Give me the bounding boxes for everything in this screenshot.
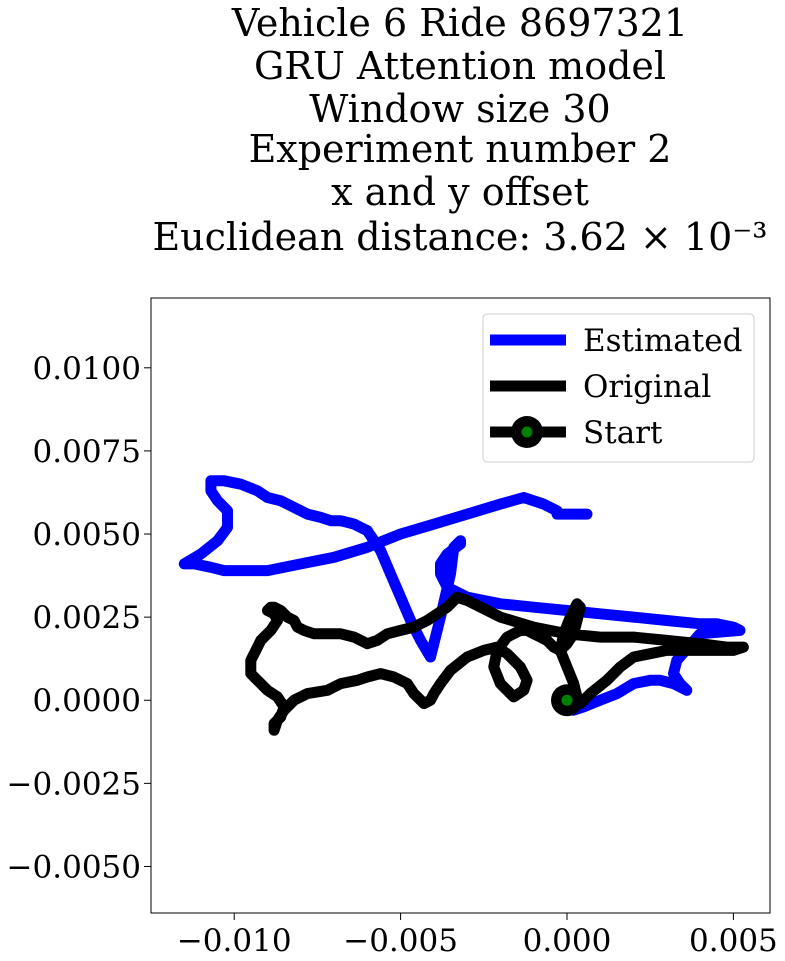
title-line-1: Vehicle 6 Ride 8697321 — [231, 1, 688, 45]
legend: Estimated Original Start — [482, 313, 755, 463]
y-tick-label: 0.0075 — [33, 434, 141, 470]
legend-box — [482, 313, 755, 463]
series-line-estimated — [178, 475, 746, 716]
series-line-original — [245, 591, 749, 736]
start-marker-inner — [561, 694, 573, 706]
y-tick-label: −0.0050 — [7, 849, 141, 885]
legend-label-original: Original — [583, 369, 711, 405]
title-line-4: Experiment number 2 — [249, 127, 672, 171]
start-marker-layer — [550, 684, 583, 717]
y-tick-label: −0.0025 — [7, 766, 141, 802]
x-tick-label: 0.005 — [689, 923, 778, 959]
x-tick-label: −0.005 — [343, 923, 458, 959]
y-tick-label: 0.0050 — [33, 517, 141, 553]
legend-label-start: Start — [583, 415, 663, 451]
title-line-3: Window size 30 — [309, 87, 610, 131]
title-line-6: Euclidean distance: 3.62 × 10⁻³ — [152, 215, 767, 259]
series-layer — [178, 475, 749, 736]
y-axis: −0.0050 −0.0025 0.0000 0.0025 0.0050 0.0075 0.… — [7, 351, 151, 885]
y-tick-label: 0.0100 — [33, 351, 141, 387]
title-line-5: x and y offset — [331, 170, 589, 214]
x-axis: −0.010 −0.005 0.000 0.005 — [177, 913, 778, 959]
chart-title: Vehicle 6 Ride 8697321 GRU Attention mod… — [152, 1, 767, 259]
x-tick-label: 0.000 — [523, 923, 612, 959]
legend-label-estimated: Estimated — [583, 323, 742, 359]
y-tick-label: 0.0025 — [33, 600, 141, 636]
x-tick-label: −0.010 — [177, 923, 292, 959]
y-tick-label: 0.0000 — [33, 683, 141, 719]
legend-start-marker-inner — [521, 426, 533, 438]
title-line-2: GRU Attention model — [254, 44, 666, 88]
plot-frame — [150, 297, 771, 914]
